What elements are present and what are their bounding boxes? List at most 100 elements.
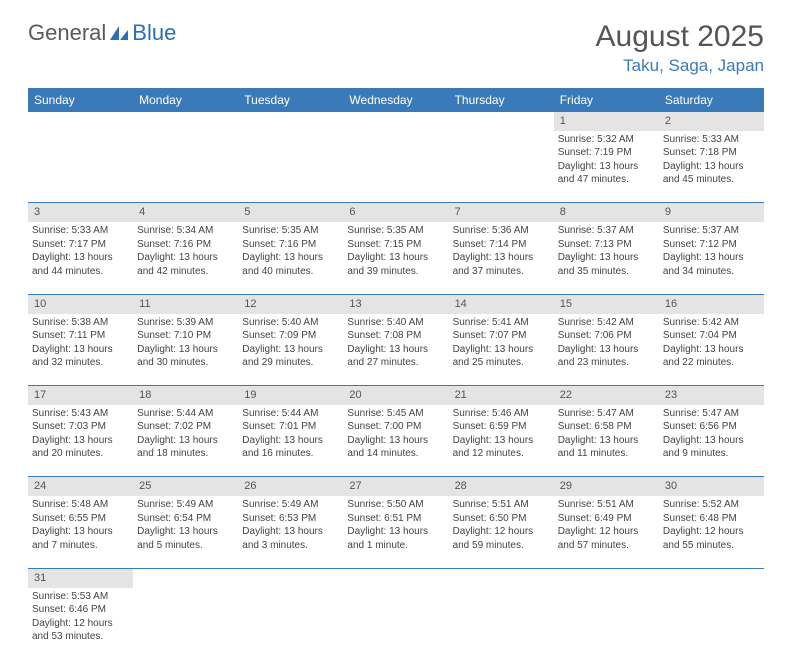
day-number: 12 — [238, 294, 343, 313]
sunset-text: Sunset: 7:01 PM — [242, 420, 339, 434]
daylight-text: Daylight: 13 hours and 27 minutes. — [347, 343, 444, 370]
sunset-text: Sunset: 7:00 PM — [347, 420, 444, 434]
daylight-text: Daylight: 12 hours and 57 minutes. — [558, 525, 655, 552]
day-header: Sunday — [28, 88, 133, 112]
week-row: Sunrise: 5:38 AMSunset: 7:11 PMDaylight:… — [28, 314, 764, 386]
daylight-text: Daylight: 13 hours and 14 minutes. — [347, 434, 444, 461]
sunset-text: Sunset: 7:16 PM — [137, 238, 234, 252]
day-cell — [28, 131, 133, 203]
day-cell: Sunrise: 5:34 AMSunset: 7:16 PMDaylight:… — [133, 222, 238, 294]
sunset-text: Sunset: 7:13 PM — [558, 238, 655, 252]
day-number: 27 — [343, 477, 448, 496]
day-number — [659, 568, 764, 587]
day-cell — [343, 131, 448, 203]
day-cell: Sunrise: 5:37 AMSunset: 7:13 PMDaylight:… — [554, 222, 659, 294]
day-cell — [554, 588, 659, 660]
day-cell: Sunrise: 5:40 AMSunset: 7:08 PMDaylight:… — [343, 314, 448, 386]
day-number: 6 — [343, 203, 448, 222]
day-number: 10 — [28, 294, 133, 313]
sunrise-text: Sunrise: 5:50 AM — [347, 498, 444, 512]
sunset-text: Sunset: 7:04 PM — [663, 329, 760, 343]
location: Taku, Saga, Japan — [596, 56, 764, 76]
daylight-text: Daylight: 13 hours and 9 minutes. — [663, 434, 760, 461]
day-cell: Sunrise: 5:44 AMSunset: 7:02 PMDaylight:… — [133, 405, 238, 477]
daylight-text: Daylight: 13 hours and 1 minute. — [347, 525, 444, 552]
day-number: 19 — [238, 386, 343, 405]
day-cell — [449, 588, 554, 660]
logo-text-2: Blue — [132, 20, 176, 46]
sunrise-text: Sunrise: 5:45 AM — [347, 407, 444, 421]
day-number: 18 — [133, 386, 238, 405]
day-header: Thursday — [449, 88, 554, 112]
sunset-text: Sunset: 6:59 PM — [453, 420, 550, 434]
sunrise-text: Sunrise: 5:53 AM — [32, 590, 129, 604]
day-cell — [659, 588, 764, 660]
sunset-text: Sunset: 6:51 PM — [347, 512, 444, 526]
daylight-text: Daylight: 13 hours and 16 minutes. — [242, 434, 339, 461]
day-number — [238, 568, 343, 587]
daylight-text: Daylight: 13 hours and 11 minutes. — [558, 434, 655, 461]
day-header: Tuesday — [238, 88, 343, 112]
day-cell: Sunrise: 5:42 AMSunset: 7:04 PMDaylight:… — [659, 314, 764, 386]
sunset-text: Sunset: 7:06 PM — [558, 329, 655, 343]
sunset-text: Sunset: 6:58 PM — [558, 420, 655, 434]
day-cell — [133, 588, 238, 660]
day-cell: Sunrise: 5:49 AMSunset: 6:53 PMDaylight:… — [238, 496, 343, 568]
daylight-text: Daylight: 13 hours and 30 minutes. — [137, 343, 234, 370]
day-number: 3 — [28, 203, 133, 222]
calendar-table: SundayMondayTuesdayWednesdayThursdayFrid… — [28, 88, 764, 660]
sunset-text: Sunset: 7:14 PM — [453, 238, 550, 252]
sunrise-text: Sunrise: 5:37 AM — [663, 224, 760, 238]
daylight-text: Daylight: 13 hours and 44 minutes. — [32, 251, 129, 278]
week-row: Sunrise: 5:33 AMSunset: 7:17 PMDaylight:… — [28, 222, 764, 294]
sunset-text: Sunset: 7:02 PM — [137, 420, 234, 434]
day-cell: Sunrise: 5:47 AMSunset: 6:56 PMDaylight:… — [659, 405, 764, 477]
day-number — [343, 112, 448, 131]
sunset-text: Sunset: 7:16 PM — [242, 238, 339, 252]
sunrise-text: Sunrise: 5:35 AM — [242, 224, 339, 238]
sunset-text: Sunset: 7:10 PM — [137, 329, 234, 343]
sunrise-text: Sunrise: 5:40 AM — [347, 316, 444, 330]
day-cell: Sunrise: 5:51 AMSunset: 6:50 PMDaylight:… — [449, 496, 554, 568]
day-cell: Sunrise: 5:32 AMSunset: 7:19 PMDaylight:… — [554, 131, 659, 203]
day-number: 5 — [238, 203, 343, 222]
daynum-row: 10111213141516 — [28, 294, 764, 313]
day-cell — [238, 588, 343, 660]
daylight-text: Daylight: 13 hours and 32 minutes. — [32, 343, 129, 370]
daynum-row: 12 — [28, 112, 764, 131]
sunset-text: Sunset: 6:55 PM — [32, 512, 129, 526]
sunrise-text: Sunrise: 5:42 AM — [663, 316, 760, 330]
header: General Blue August 2025 Taku, Saga, Jap… — [28, 20, 764, 76]
day-cell: Sunrise: 5:37 AMSunset: 7:12 PMDaylight:… — [659, 222, 764, 294]
day-number: 13 — [343, 294, 448, 313]
day-cell — [238, 131, 343, 203]
day-cell: Sunrise: 5:39 AMSunset: 7:10 PMDaylight:… — [133, 314, 238, 386]
daylight-text: Daylight: 13 hours and 47 minutes. — [558, 160, 655, 187]
day-cell: Sunrise: 5:35 AMSunset: 7:16 PMDaylight:… — [238, 222, 343, 294]
day-cell: Sunrise: 5:40 AMSunset: 7:09 PMDaylight:… — [238, 314, 343, 386]
day-number: 1 — [554, 112, 659, 131]
sunrise-text: Sunrise: 5:46 AM — [453, 407, 550, 421]
day-cell: Sunrise: 5:43 AMSunset: 7:03 PMDaylight:… — [28, 405, 133, 477]
day-cell: Sunrise: 5:49 AMSunset: 6:54 PMDaylight:… — [133, 496, 238, 568]
daylight-text: Daylight: 12 hours and 53 minutes. — [32, 617, 129, 644]
sunset-text: Sunset: 7:08 PM — [347, 329, 444, 343]
daylight-text: Daylight: 13 hours and 39 minutes. — [347, 251, 444, 278]
daylight-text: Daylight: 13 hours and 7 minutes. — [32, 525, 129, 552]
sunrise-text: Sunrise: 5:52 AM — [663, 498, 760, 512]
day-number: 14 — [449, 294, 554, 313]
day-cell: Sunrise: 5:44 AMSunset: 7:01 PMDaylight:… — [238, 405, 343, 477]
sunrise-text: Sunrise: 5:43 AM — [32, 407, 129, 421]
day-cell — [133, 131, 238, 203]
day-number — [133, 112, 238, 131]
day-cell: Sunrise: 5:47 AMSunset: 6:58 PMDaylight:… — [554, 405, 659, 477]
day-number: 23 — [659, 386, 764, 405]
sunset-text: Sunset: 7:15 PM — [347, 238, 444, 252]
sunrise-text: Sunrise: 5:44 AM — [137, 407, 234, 421]
day-number — [343, 568, 448, 587]
week-row: Sunrise: 5:43 AMSunset: 7:03 PMDaylight:… — [28, 405, 764, 477]
daylight-text: Daylight: 13 hours and 35 minutes. — [558, 251, 655, 278]
day-number: 24 — [28, 477, 133, 496]
daylight-text: Daylight: 12 hours and 59 minutes. — [453, 525, 550, 552]
day-number — [238, 112, 343, 131]
